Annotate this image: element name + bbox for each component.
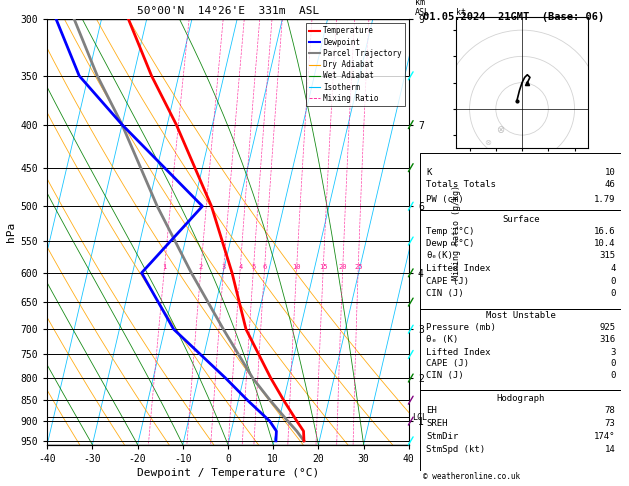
Text: 16.6: 16.6 xyxy=(594,226,615,236)
Text: 46: 46 xyxy=(604,180,615,190)
Text: CIN (J): CIN (J) xyxy=(426,289,464,298)
Text: $\otimes$: $\otimes$ xyxy=(496,124,506,136)
Text: LCL: LCL xyxy=(413,413,428,421)
Text: 4: 4 xyxy=(238,264,242,270)
Text: 6: 6 xyxy=(262,264,267,270)
Text: CIN (J): CIN (J) xyxy=(426,371,464,381)
Text: PW (cm): PW (cm) xyxy=(426,195,464,204)
Text: StmDir: StmDir xyxy=(426,432,459,441)
Text: 925: 925 xyxy=(599,323,615,332)
Text: θₑ(K): θₑ(K) xyxy=(426,251,453,260)
Text: Totals Totals: Totals Totals xyxy=(426,180,496,190)
Text: 316: 316 xyxy=(599,335,615,344)
Text: 2: 2 xyxy=(199,264,203,270)
Text: © weatheronline.co.uk: © weatheronline.co.uk xyxy=(423,472,520,481)
Text: Mixing Ratio (g/kg): Mixing Ratio (g/kg) xyxy=(452,185,460,279)
Text: CAPE (J): CAPE (J) xyxy=(426,359,469,368)
Text: Most Unstable: Most Unstable xyxy=(486,311,556,320)
Text: 174°: 174° xyxy=(594,432,615,441)
Text: 10: 10 xyxy=(604,168,615,177)
Text: Lifted Index: Lifted Index xyxy=(426,264,491,273)
Text: SREH: SREH xyxy=(426,419,448,428)
Text: 14: 14 xyxy=(604,445,615,454)
Text: 15: 15 xyxy=(319,264,328,270)
Text: 0: 0 xyxy=(610,371,615,381)
Text: Pressure (mb): Pressure (mb) xyxy=(426,323,496,332)
Text: K: K xyxy=(426,168,431,177)
Legend: Temperature, Dewpoint, Parcel Trajectory, Dry Adiabat, Wet Adiabat, Isotherm, Mi: Temperature, Dewpoint, Parcel Trajectory… xyxy=(306,23,405,106)
Text: 73: 73 xyxy=(604,419,615,428)
Text: 25: 25 xyxy=(354,264,362,270)
Text: 1: 1 xyxy=(162,264,167,270)
Title: 50°00'N  14°26'E  331m  ASL: 50°00'N 14°26'E 331m ASL xyxy=(137,6,319,16)
Text: Surface: Surface xyxy=(502,215,540,225)
Text: Lifted Index: Lifted Index xyxy=(426,347,491,357)
Text: 0: 0 xyxy=(610,277,615,286)
Text: 01.05.2024  21GMT  (Base: 06): 01.05.2024 21GMT (Base: 06) xyxy=(423,12,604,22)
Text: 3: 3 xyxy=(610,347,615,357)
Text: 315: 315 xyxy=(599,251,615,260)
Text: 20: 20 xyxy=(338,264,347,270)
Text: Hodograph: Hodograph xyxy=(497,394,545,403)
Text: 1.79: 1.79 xyxy=(594,195,615,204)
Text: 5: 5 xyxy=(252,264,256,270)
Text: 10: 10 xyxy=(292,264,301,270)
Text: $\otimes$: $\otimes$ xyxy=(484,139,492,147)
Text: 3: 3 xyxy=(221,264,226,270)
Text: 0: 0 xyxy=(610,289,615,298)
Text: EH: EH xyxy=(426,406,437,416)
Text: Temp (°C): Temp (°C) xyxy=(426,226,475,236)
Text: Dewp (°C): Dewp (°C) xyxy=(426,239,475,248)
Text: 0: 0 xyxy=(610,359,615,368)
Text: km
ASL: km ASL xyxy=(415,0,430,17)
Text: 10.4: 10.4 xyxy=(594,239,615,248)
Text: θₑ (K): θₑ (K) xyxy=(426,335,459,344)
Text: 4: 4 xyxy=(610,264,615,273)
Text: StmSpd (kt): StmSpd (kt) xyxy=(426,445,486,454)
Y-axis label: hPa: hPa xyxy=(6,222,16,242)
Text: CAPE (J): CAPE (J) xyxy=(426,277,469,286)
Text: kt: kt xyxy=(457,8,467,17)
Text: 78: 78 xyxy=(604,406,615,416)
X-axis label: Dewpoint / Temperature (°C): Dewpoint / Temperature (°C) xyxy=(137,468,319,478)
